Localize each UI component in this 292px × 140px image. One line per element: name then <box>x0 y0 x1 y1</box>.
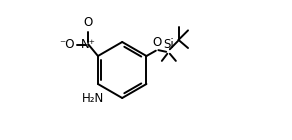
Text: Si: Si <box>163 38 174 51</box>
Text: N⁺: N⁺ <box>81 38 96 51</box>
Text: H₂N: H₂N <box>82 92 104 105</box>
Text: O: O <box>152 36 161 49</box>
Text: ⁻O: ⁻O <box>59 38 74 51</box>
Text: O: O <box>84 16 93 29</box>
